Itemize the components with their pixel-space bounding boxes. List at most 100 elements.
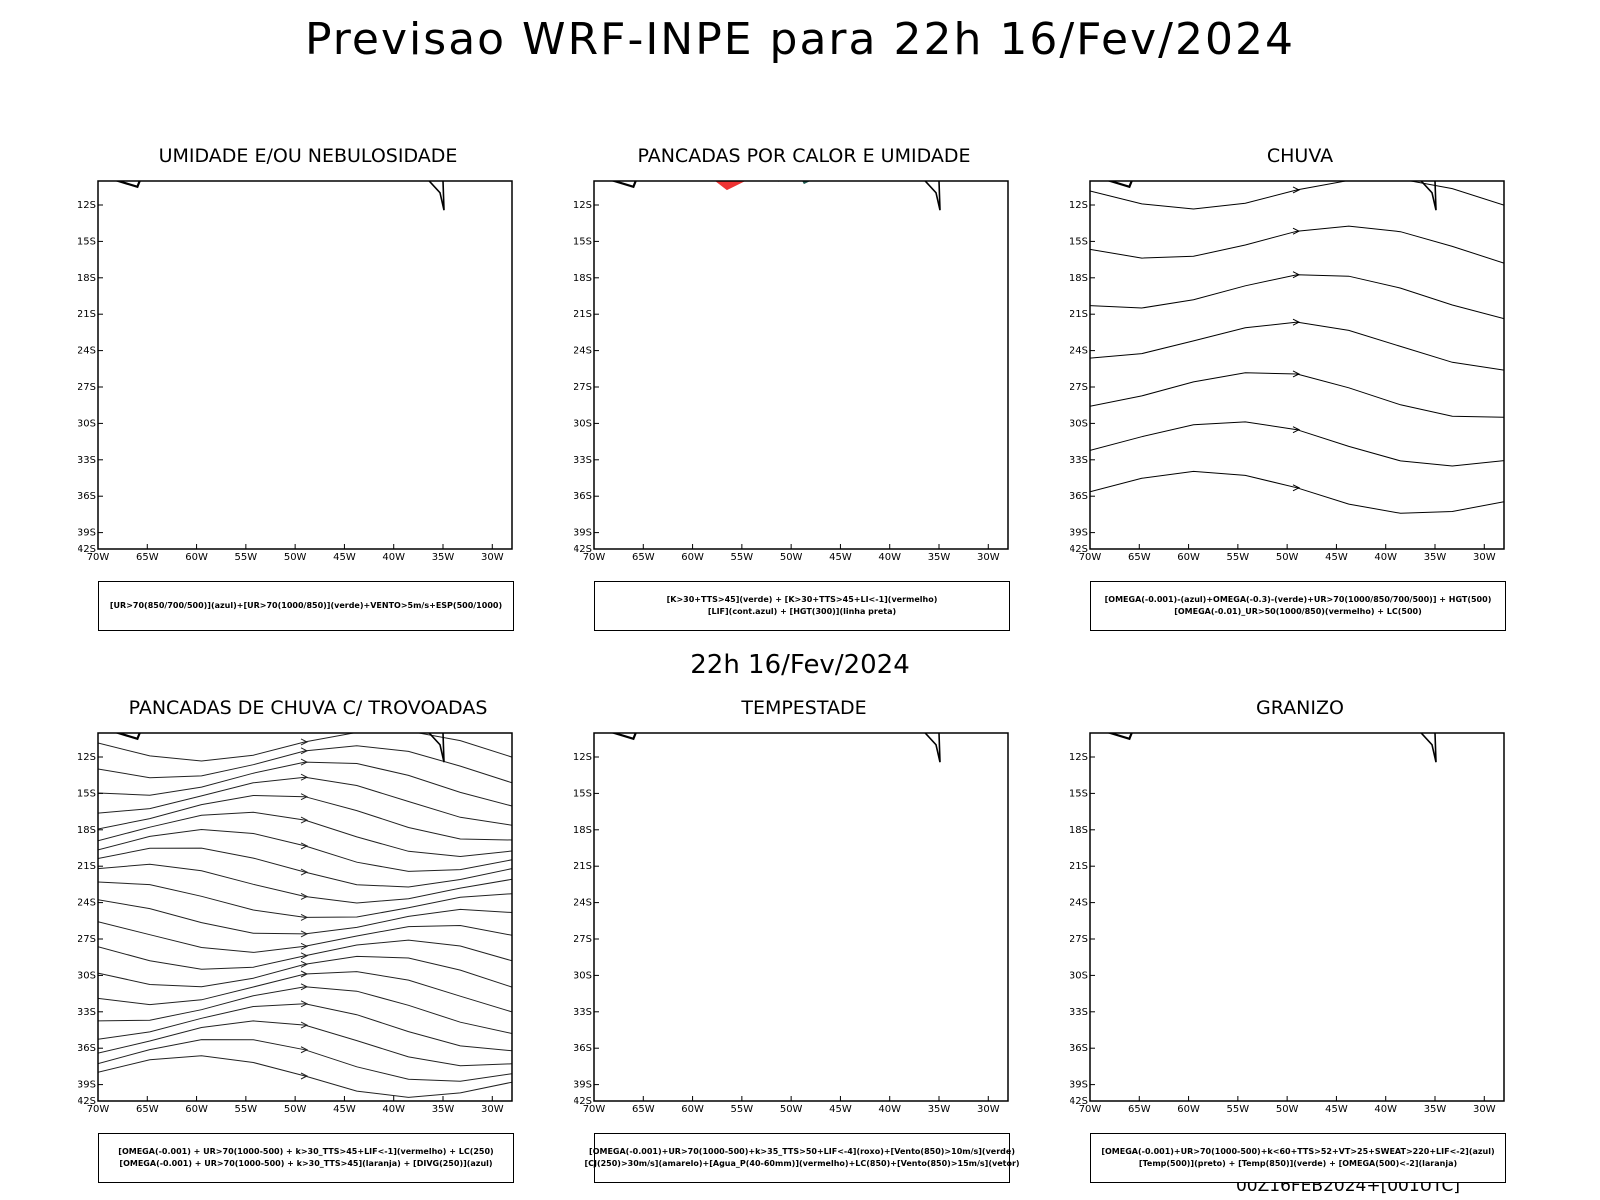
rain-red bbox=[1231, 171, 1234, 172]
stream-arrow bbox=[300, 1021, 309, 1029]
lat-label: 12S bbox=[1070, 200, 1088, 211]
lat-label: 21S bbox=[574, 861, 592, 872]
main-title: Previsao WRF-INPE para 22h 16/Fev/2024 bbox=[305, 14, 1295, 65]
panel-title: TEMPESTADE bbox=[741, 697, 867, 719]
lat-label: 15S bbox=[1070, 788, 1088, 799]
lat-label: 42S bbox=[78, 1096, 96, 1107]
lon-label: 40W bbox=[878, 552, 901, 563]
panel-title: CHUVA bbox=[1266, 145, 1334, 167]
lat-label: 36S bbox=[1070, 1043, 1088, 1054]
lat-label: 36S bbox=[574, 1043, 592, 1054]
lon-label: 30W bbox=[481, 552, 504, 563]
map: 1012101610201024100857612S15S18S21S24S27… bbox=[78, 171, 513, 563]
lon-label: 30W bbox=[977, 552, 1000, 563]
lat-label: 12S bbox=[574, 752, 592, 763]
lat-label: 21S bbox=[574, 309, 592, 320]
lat-label: 42S bbox=[574, 1096, 592, 1107]
state-border bbox=[683, 171, 767, 175]
map-frame bbox=[593, 180, 1009, 550]
lat-label: 24S bbox=[574, 898, 592, 909]
rain-red bbox=[1138, 171, 1144, 172]
state-border bbox=[1335, 733, 1337, 734]
stream-arrow bbox=[300, 983, 309, 991]
lon-label: 45W bbox=[333, 552, 356, 563]
stream-arrow bbox=[300, 960, 309, 968]
state-border bbox=[187, 171, 271, 175]
legend-line: [Temp(500)](preto) + [Temp(850)](verde) … bbox=[1138, 1159, 1458, 1168]
lat-label: 15S bbox=[78, 788, 96, 799]
lon-label: 30W bbox=[1473, 1104, 1496, 1115]
lat-label: 24S bbox=[78, 898, 96, 909]
lat-label: 30S bbox=[78, 970, 96, 981]
lat-label: 39S bbox=[1070, 1080, 1088, 1091]
state-border bbox=[1179, 723, 1263, 727]
lon-label: 70W bbox=[583, 552, 606, 563]
lat-label: 12S bbox=[78, 752, 96, 763]
lat-label: 27S bbox=[1070, 382, 1088, 393]
country-border bbox=[103, 171, 218, 176]
panel-umidade: UMIDADE E/OU NEBULOSIDADE101210161020102… bbox=[78, 145, 538, 631]
lon-label: 30W bbox=[977, 1104, 1000, 1115]
lon-label: 55W bbox=[731, 552, 754, 563]
panel-title: GRANIZO bbox=[1256, 697, 1344, 719]
lat-label: 27S bbox=[1070, 934, 1088, 945]
legend-box: [OMEGA(-0.001)+UR>70(1000-500)+k>35_TTS>… bbox=[584, 1133, 1020, 1183]
state-border bbox=[870, 181, 871, 182]
legend-line: [OMEGA(-0.001)+UR>70(1000-500)+k>35_TTS>… bbox=[589, 1147, 1015, 1156]
streamline bbox=[98, 1020, 512, 1067]
lon-label: 60W bbox=[681, 1104, 704, 1115]
streamline bbox=[98, 1055, 512, 1098]
streamline bbox=[98, 828, 512, 872]
stream-arrow bbox=[300, 747, 309, 755]
lon-label: 50W bbox=[284, 552, 307, 563]
panel-chuva: CHUVA58858512S15S18S21S24S27S30S33S36S39… bbox=[1070, 145, 1530, 631]
map-background bbox=[1090, 181, 1504, 549]
streamline bbox=[98, 986, 512, 1034]
stream-arrow bbox=[300, 970, 309, 978]
legend-line: [OMEGA(-0.001)+UR>70(1000-500)+k<60+TTS>… bbox=[1101, 1147, 1495, 1156]
country-border bbox=[1095, 723, 1210, 728]
lat-label: 24S bbox=[574, 346, 592, 357]
legend-box: [OMEGA(-0.001) + UR>70(1000-500) + k>30_… bbox=[98, 1133, 514, 1183]
temp850-contour bbox=[1423, 723, 1429, 726]
lon-label: 50W bbox=[1276, 552, 1299, 563]
precipitable-water-contour bbox=[881, 723, 897, 727]
stream-arrow bbox=[300, 942, 309, 950]
lon-label: 55W bbox=[1227, 1104, 1250, 1115]
lon-label: 35W bbox=[1424, 552, 1447, 563]
lat-label: 27S bbox=[574, 382, 592, 393]
lat-label: 12S bbox=[78, 200, 96, 211]
stream-arrow bbox=[300, 913, 309, 921]
lon-label: 60W bbox=[1177, 1104, 1200, 1115]
state-border bbox=[1366, 181, 1367, 182]
lon-label: 40W bbox=[382, 552, 405, 563]
lat-label: 27S bbox=[574, 934, 592, 945]
stream-arrow bbox=[300, 758, 309, 766]
streamline bbox=[98, 1003, 512, 1052]
rain-red bbox=[1210, 171, 1217, 173]
state-border bbox=[870, 733, 871, 734]
stream-arrow bbox=[300, 952, 309, 960]
lat-label: 24S bbox=[1070, 346, 1088, 357]
stream-arrow bbox=[300, 1072, 309, 1080]
legend-box: [OMEGA(-0.001)-(azul)+OMEGA(-0.3)-(verde… bbox=[1090, 581, 1506, 631]
lat-label: 42S bbox=[1070, 544, 1088, 555]
stream-arrow bbox=[300, 816, 309, 824]
map-background bbox=[594, 733, 1008, 1101]
map-frame bbox=[1089, 732, 1505, 1102]
lat-label: 33S bbox=[574, 455, 592, 466]
lon-label: 60W bbox=[681, 552, 704, 563]
rain-red bbox=[1344, 171, 1351, 177]
lon-label: 65W bbox=[136, 552, 159, 563]
panel-pancadas-trovoadas: PANCADAS DE CHUVA C/ TROVOADAS 12S 15S 18S 2… bbox=[78, 697, 538, 1183]
panel-title: PANCADAS DE CHUVA C/ TROVOADAS bbox=[128, 697, 488, 719]
legend-box: [OMEGA(-0.001)+UR>70(1000-500)+k<60+TTS>… bbox=[1090, 1133, 1506, 1183]
lat-label: 21S bbox=[78, 861, 96, 872]
lat-label: 42S bbox=[78, 544, 96, 555]
lat-label: 36S bbox=[574, 491, 592, 502]
lon-label: 45W bbox=[829, 1104, 852, 1115]
lon-label: 60W bbox=[185, 552, 208, 563]
lat-label: 39S bbox=[78, 1080, 96, 1091]
lat-label: 33S bbox=[574, 1007, 592, 1018]
lon-label: 30W bbox=[481, 1104, 504, 1115]
